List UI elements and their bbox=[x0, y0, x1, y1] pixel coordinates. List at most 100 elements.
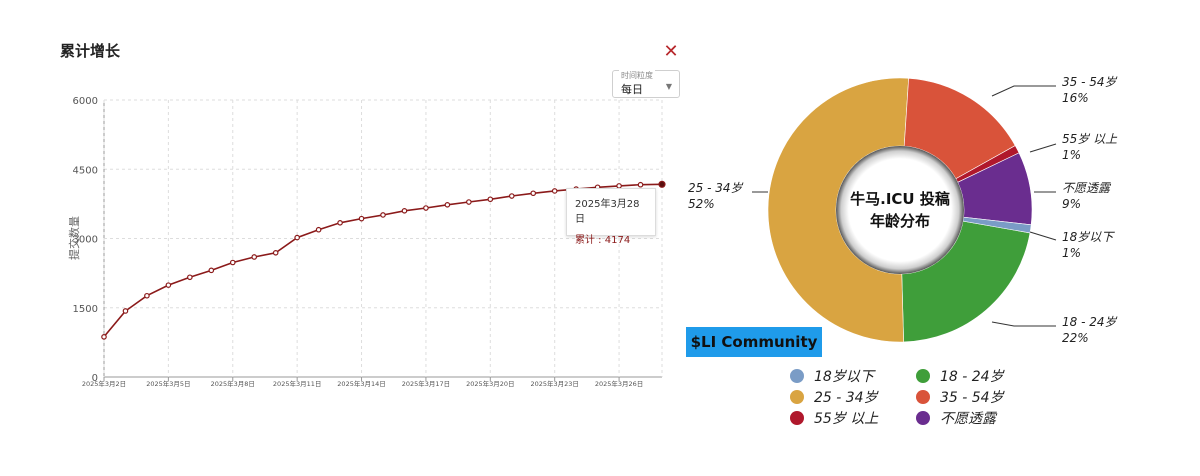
donut-center-title-2: 年龄分布 bbox=[870, 212, 930, 230]
y-tick-label: 6000 bbox=[73, 96, 98, 107]
data-point[interactable] bbox=[551, 188, 558, 194]
data-point[interactable] bbox=[444, 201, 451, 208]
x-tick-label: 2025年3月5日 bbox=[146, 379, 190, 388]
data-point[interactable] bbox=[144, 292, 150, 299]
data-point[interactable] bbox=[508, 193, 515, 199]
data-point[interactable] bbox=[294, 234, 300, 241]
slice-label-value: 22% bbox=[1062, 331, 1089, 345]
slice-label-name: 不愿透露 bbox=[1062, 181, 1111, 195]
data-point[interactable] bbox=[487, 196, 494, 203]
slice-label: 55岁 以上 1% bbox=[1062, 131, 1117, 163]
x-tick-label: 2025年3月11日 bbox=[273, 379, 321, 388]
legend-dot bbox=[916, 369, 930, 383]
data-point[interactable] bbox=[466, 199, 472, 205]
legend-dot bbox=[790, 390, 804, 404]
legend-item: 25 - 34岁 bbox=[790, 387, 878, 407]
x-tick-label: 2025年3月23日 bbox=[530, 379, 578, 388]
legend-item: 55岁 以上 bbox=[790, 408, 878, 428]
donut-center-title-1: 牛马.ICU 投稿 bbox=[850, 190, 950, 208]
legend-label: 18 - 24岁 bbox=[940, 369, 1004, 385]
data-point[interactable] bbox=[423, 205, 429, 211]
slice-label-value: 16% bbox=[1062, 91, 1089, 105]
data-point[interactable] bbox=[165, 282, 172, 288]
legend-label: 18岁以下 bbox=[814, 369, 874, 385]
data-point[interactable] bbox=[251, 254, 258, 260]
slice-label-value: 52% bbox=[688, 197, 715, 211]
x-tick-labels: 2025年3月2日 2025年3月5日 2025年3月8日 2025年3月11日 202… bbox=[82, 379, 643, 388]
granularity-select[interactable]: 时间粒度 每日 ▼ bbox=[612, 70, 680, 98]
leader-line bbox=[1029, 231, 1057, 241]
x-tick-label: 2025年3月14日 bbox=[337, 379, 385, 388]
slice-label: 18岁以下 1% bbox=[1062, 229, 1113, 261]
tooltip: 2025年3月28日 累计 : 4174 bbox=[566, 188, 656, 246]
y-axis-label: 提交数量 bbox=[67, 216, 81, 260]
x-tick-label: 2025年3月20日 bbox=[466, 379, 514, 388]
legend-item: 35 - 54岁 bbox=[916, 387, 1004, 407]
data-point[interactable] bbox=[187, 274, 193, 281]
data-point[interactable] bbox=[637, 181, 644, 188]
data-point[interactable] bbox=[530, 190, 537, 197]
legend-label: 不愿透露 bbox=[940, 411, 996, 427]
legend-item: 18岁以下 bbox=[790, 366, 874, 386]
legend-label: 35 - 54岁 bbox=[940, 390, 1004, 406]
slice-label-value: 1% bbox=[1062, 148, 1082, 162]
slice-label-name: 35 - 54岁 bbox=[1062, 75, 1117, 89]
slice-label-name: 55岁 以上 bbox=[1062, 132, 1118, 146]
leader-line bbox=[991, 85, 1056, 97]
legend-item: 不愿透露 bbox=[916, 408, 996, 428]
chevron-down-icon: ▼ bbox=[665, 82, 672, 91]
data-point[interactable] bbox=[358, 215, 365, 222]
x-tick-label: 2025年3月2日 bbox=[82, 379, 126, 388]
leader-line bbox=[991, 321, 1056, 327]
data-point[interactable] bbox=[401, 208, 408, 214]
leader-lines bbox=[752, 85, 1057, 327]
tooltip-date: 2025年3月28日 bbox=[575, 199, 640, 225]
data-point[interactable] bbox=[272, 250, 279, 256]
legend-item: 18 - 24岁 bbox=[916, 366, 1004, 386]
data-point[interactable] bbox=[229, 259, 236, 266]
data-point[interactable] bbox=[101, 334, 107, 340]
chart-grid bbox=[103, 99, 663, 381]
slice-label-value: 1% bbox=[1062, 246, 1082, 260]
tooltip-value: 累计 : 4174 bbox=[575, 235, 631, 246]
legend-dot bbox=[790, 411, 804, 425]
slice-label-name: 25 - 34岁 bbox=[688, 181, 743, 195]
slice-label-value: 9% bbox=[1062, 197, 1082, 211]
legend-label: 25 - 34岁 bbox=[814, 390, 878, 406]
slice-label: 25 - 34岁 52% bbox=[688, 180, 743, 212]
legend-dot bbox=[916, 411, 930, 425]
data-point[interactable] bbox=[658, 180, 666, 188]
chart-title: 累计增长 bbox=[60, 42, 121, 60]
community-badge: $LI Community bbox=[686, 327, 822, 357]
y-tick-label: 1500 bbox=[73, 304, 98, 315]
donut-slices bbox=[767, 77, 1033, 343]
legend-dot bbox=[916, 390, 930, 404]
legend-label: 55岁 以上 bbox=[814, 411, 879, 427]
x-tick-label: 2025年3月8日 bbox=[211, 379, 255, 388]
data-point[interactable] bbox=[208, 267, 215, 274]
granularity-label: 时间粒度 bbox=[619, 70, 655, 81]
x-tick-label: 2025年3月17日 bbox=[402, 379, 450, 388]
granularity-value: 每日 bbox=[621, 83, 643, 96]
slice-label-name: 18 - 24岁 bbox=[1062, 315, 1117, 329]
data-point[interactable] bbox=[315, 226, 322, 233]
slice-label-name: 18岁以下 bbox=[1062, 230, 1114, 244]
y-tick-label: 3000 bbox=[73, 235, 98, 246]
leader-line bbox=[1029, 143, 1057, 153]
y-tick-label: 0 bbox=[92, 373, 98, 384]
data-point[interactable] bbox=[122, 308, 129, 314]
close-icon[interactable]: ✕ bbox=[663, 40, 679, 62]
slice-label: 不愿透露 9% bbox=[1062, 180, 1110, 212]
donut-hole bbox=[836, 146, 964, 274]
slice-label: 35 - 54岁 16% bbox=[1062, 74, 1117, 106]
y-tick-labels: 0 1500 3000 4500 6000 bbox=[73, 96, 98, 384]
y-tick-label: 4500 bbox=[73, 165, 98, 176]
data-points bbox=[101, 180, 666, 340]
data-point[interactable] bbox=[337, 220, 343, 226]
legend-dot bbox=[790, 369, 804, 383]
data-point[interactable] bbox=[380, 212, 386, 218]
slice-label: 18 - 24岁 22% bbox=[1062, 314, 1117, 346]
x-tick-label: 2025年3月26日 bbox=[595, 379, 643, 388]
